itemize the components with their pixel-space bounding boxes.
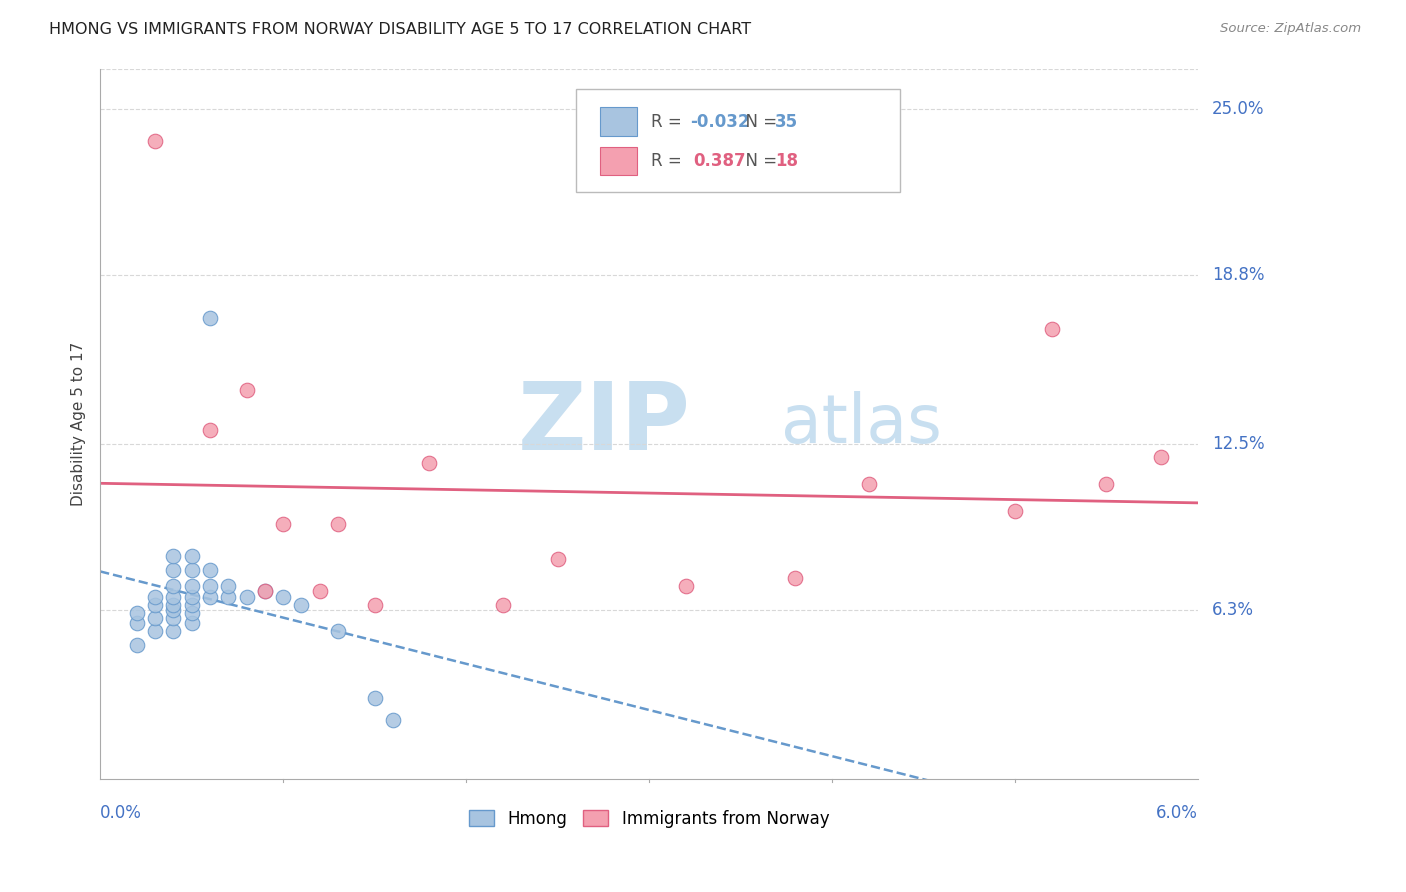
Point bbox=[1150, 450, 1173, 465]
Text: 0.387: 0.387 bbox=[693, 153, 745, 170]
Point bbox=[253, 584, 276, 599]
Point bbox=[180, 579, 202, 593]
Text: 6.3%: 6.3% bbox=[1212, 601, 1254, 619]
Point bbox=[143, 611, 166, 625]
Text: atlas: atlas bbox=[780, 391, 942, 457]
Text: 0.0%: 0.0% bbox=[100, 804, 142, 822]
Y-axis label: Disability Age 5 to 17: Disability Age 5 to 17 bbox=[72, 342, 86, 506]
Point bbox=[217, 579, 239, 593]
Point bbox=[198, 424, 221, 438]
Point bbox=[143, 598, 166, 612]
Point bbox=[125, 638, 148, 652]
Point bbox=[235, 590, 257, 604]
Text: 18.8%: 18.8% bbox=[1212, 266, 1264, 284]
Point bbox=[253, 584, 276, 599]
Text: R =: R = bbox=[651, 153, 692, 170]
Point bbox=[143, 134, 166, 148]
Text: HMONG VS IMMIGRANTS FROM NORWAY DISABILITY AGE 5 TO 17 CORRELATION CHART: HMONG VS IMMIGRANTS FROM NORWAY DISABILI… bbox=[49, 22, 751, 37]
Point bbox=[235, 383, 257, 397]
Point bbox=[1095, 477, 1118, 491]
Text: ZIP: ZIP bbox=[517, 377, 690, 470]
Text: N =: N = bbox=[735, 112, 783, 131]
Point bbox=[198, 563, 221, 577]
Point bbox=[180, 549, 202, 564]
Point bbox=[162, 611, 184, 625]
Point bbox=[162, 549, 184, 564]
Point bbox=[180, 598, 202, 612]
Text: R =: R = bbox=[651, 112, 688, 131]
Point bbox=[492, 598, 515, 612]
Point bbox=[326, 624, 349, 639]
Point bbox=[162, 598, 184, 612]
Point bbox=[858, 477, 880, 491]
Text: -0.032: -0.032 bbox=[690, 112, 749, 131]
Text: 25.0%: 25.0% bbox=[1212, 100, 1264, 118]
Point bbox=[162, 563, 184, 577]
Point bbox=[198, 590, 221, 604]
Text: 35: 35 bbox=[775, 112, 797, 131]
Point bbox=[1040, 321, 1063, 335]
Point bbox=[198, 579, 221, 593]
Point bbox=[217, 590, 239, 604]
Point bbox=[162, 590, 184, 604]
Point bbox=[180, 590, 202, 604]
Text: 12.5%: 12.5% bbox=[1212, 434, 1264, 453]
Point bbox=[363, 691, 385, 706]
Point bbox=[162, 624, 184, 639]
Point bbox=[381, 713, 404, 727]
Point bbox=[143, 590, 166, 604]
Point bbox=[180, 606, 202, 620]
Text: 6.0%: 6.0% bbox=[1156, 804, 1198, 822]
Text: 18: 18 bbox=[775, 153, 797, 170]
Point bbox=[271, 590, 294, 604]
Point bbox=[547, 552, 569, 566]
Text: N =: N = bbox=[735, 153, 783, 170]
Point bbox=[675, 579, 697, 593]
Point bbox=[418, 456, 440, 470]
Point bbox=[143, 624, 166, 639]
Point bbox=[198, 310, 221, 325]
Point bbox=[290, 598, 312, 612]
Point bbox=[162, 579, 184, 593]
Point bbox=[180, 563, 202, 577]
Point bbox=[326, 517, 349, 532]
Text: Source: ZipAtlas.com: Source: ZipAtlas.com bbox=[1220, 22, 1361, 36]
Point bbox=[180, 616, 202, 631]
Point bbox=[125, 606, 148, 620]
Legend: Hmong, Immigrants from Norway: Hmong, Immigrants from Norway bbox=[463, 803, 837, 835]
Point bbox=[1004, 504, 1026, 518]
Point bbox=[125, 616, 148, 631]
Point bbox=[271, 517, 294, 532]
Point bbox=[363, 598, 385, 612]
Point bbox=[162, 603, 184, 617]
Point bbox=[308, 584, 330, 599]
Point bbox=[785, 571, 807, 585]
